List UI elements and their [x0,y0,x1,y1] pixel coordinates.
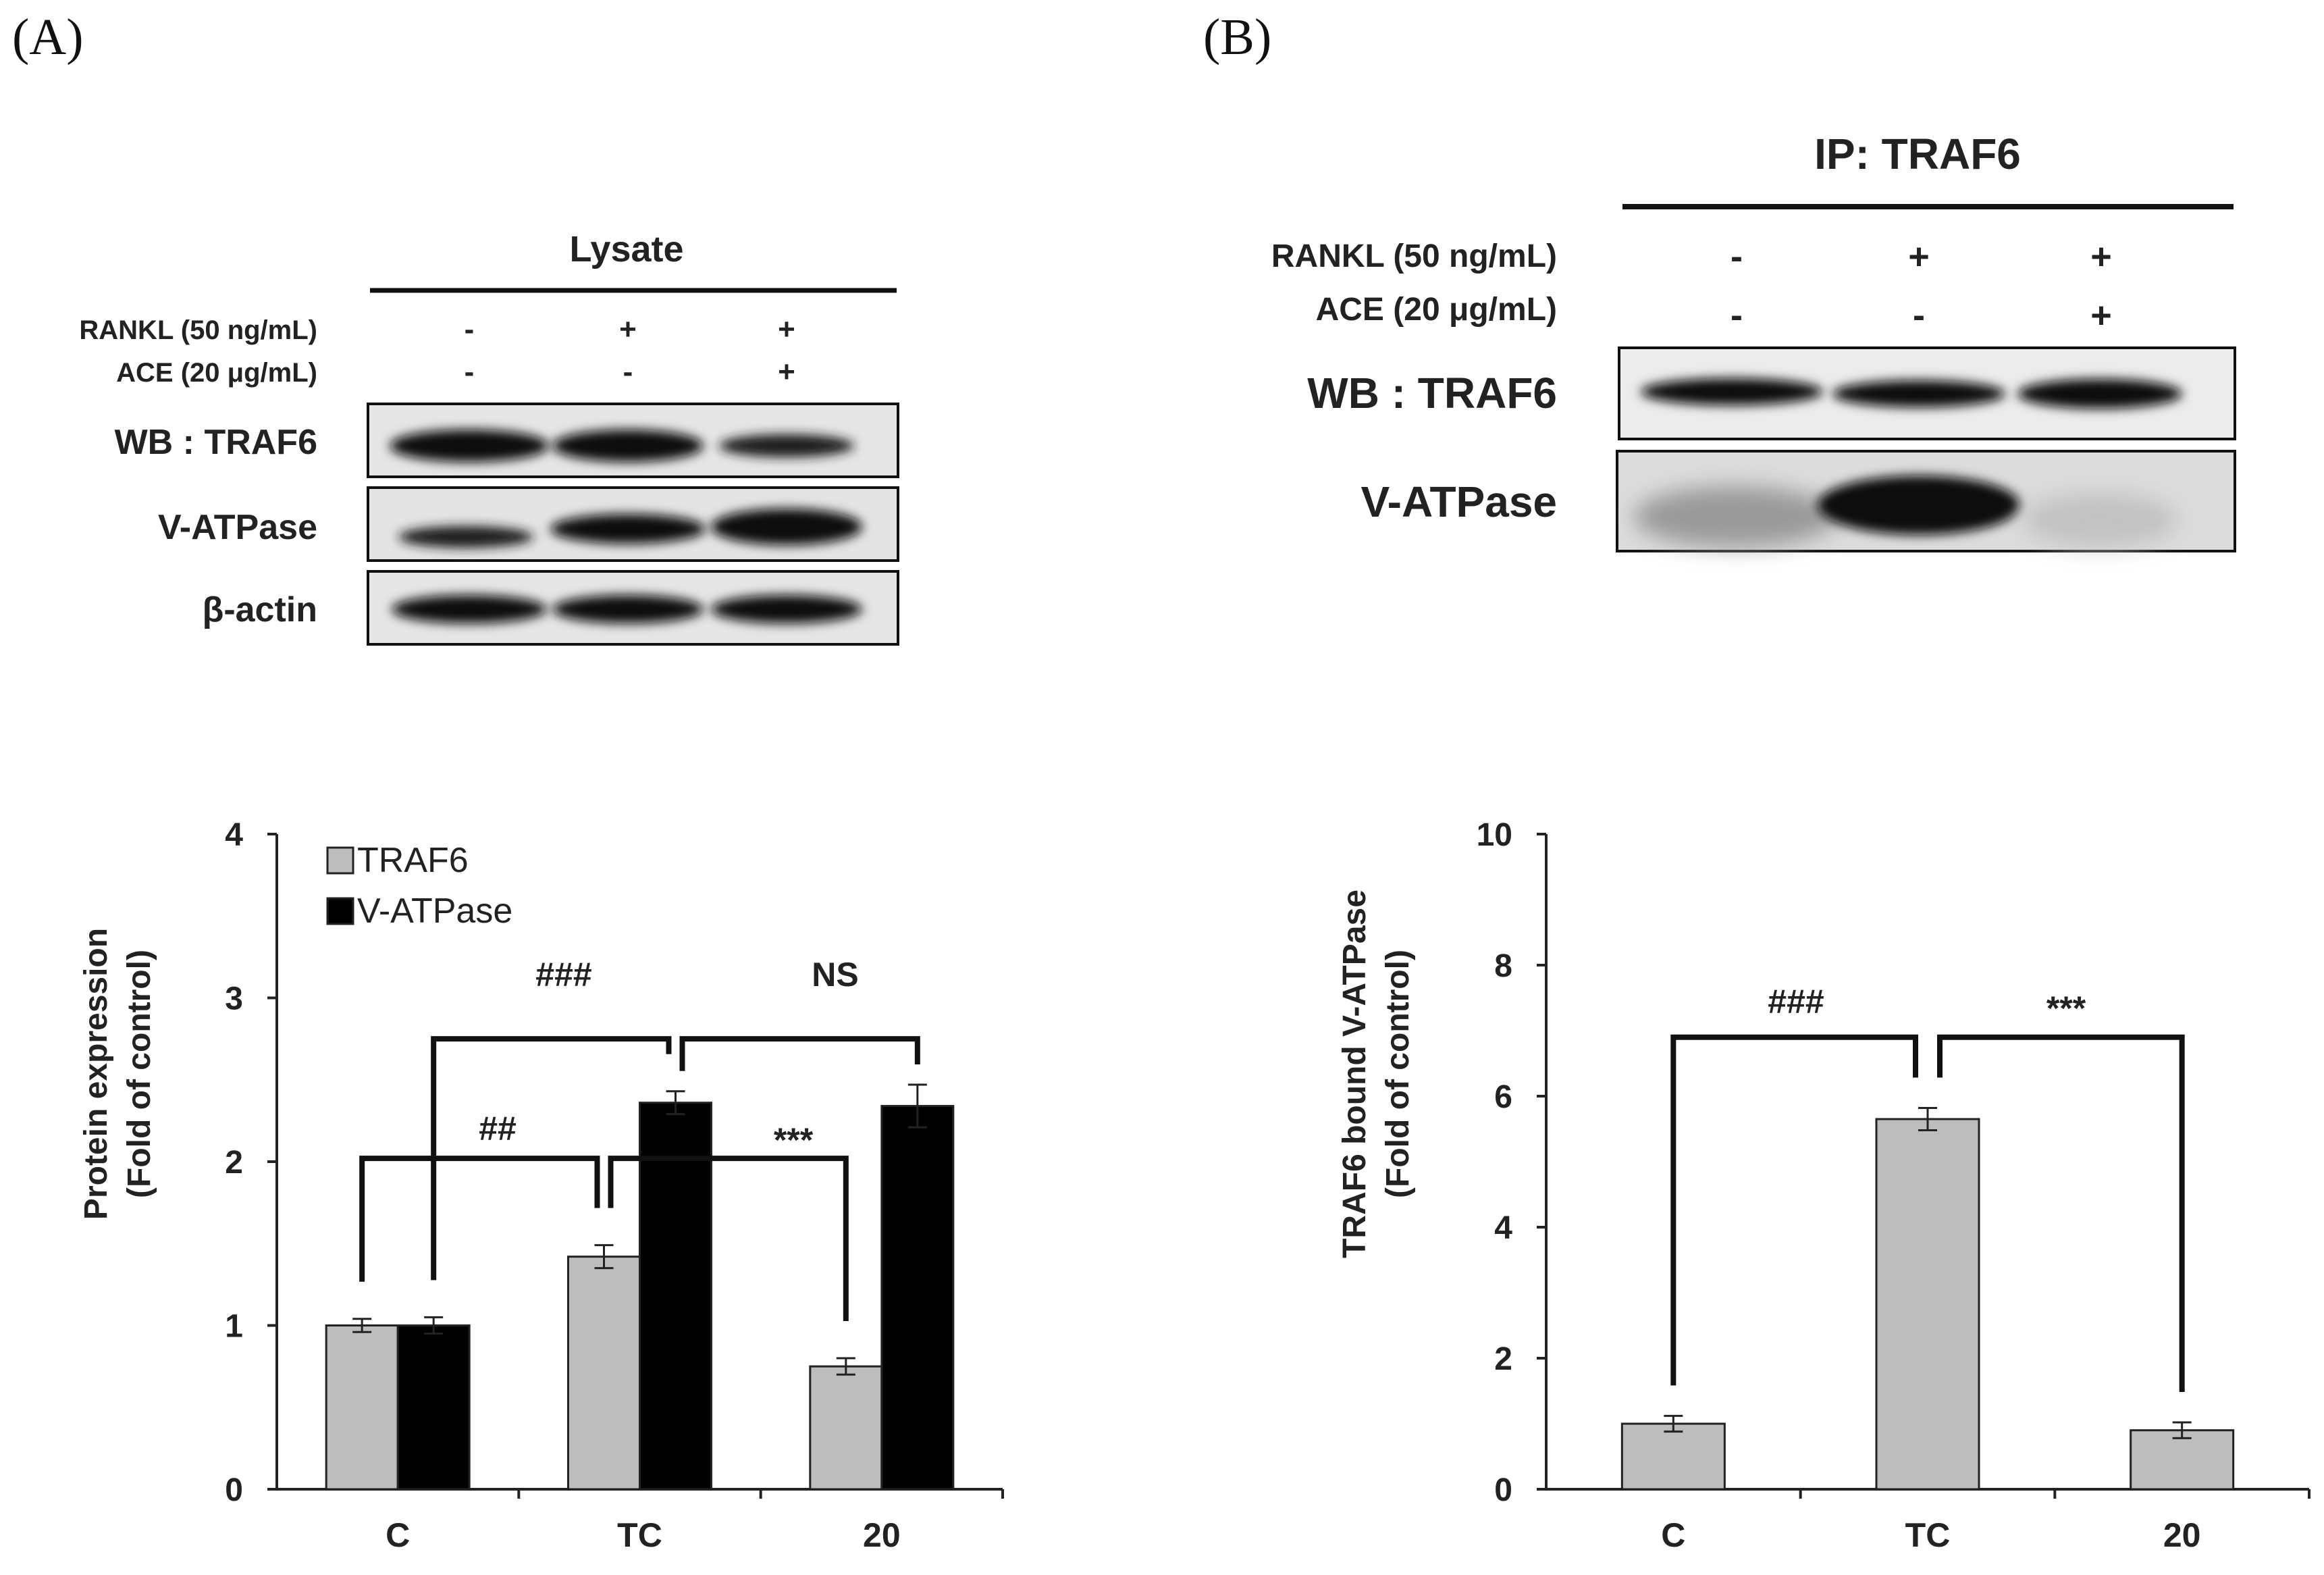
chart-a-ylabel-line2: (Fold of control) [122,950,157,1198]
blot-b-row-label: WB : TRAF6 [1307,369,1557,417]
bar [396,1324,471,1491]
chart-b: TRAF6 bound V-ATPase (Fold of control) 0… [1337,817,2310,1554]
significance-bracket [1670,1034,1918,1386]
y-tick-label: 2 [1494,1341,1512,1377]
blot-b-ace-sign: - [1731,295,1743,336]
bar [567,1256,641,1491]
significance-label: *** [774,1121,814,1159]
significance-label: NS [812,956,858,993]
y-tick-label: 4 [1494,1210,1512,1246]
y-tick-label: 10 [1477,817,1512,853]
blot-a-strip-actin [367,570,899,646]
blot-b-rankl-sign: + [2090,236,2112,277]
band [1832,380,2005,407]
y-tick-label: 4 [225,817,243,853]
y-tick-label: 1 [225,1309,243,1345]
band [550,514,706,544]
blot-b-strip-vatpase [1616,450,2236,552]
x-tick-label: C [1661,1516,1685,1554]
blot-a-row-label: V-ATPase [158,508,317,547]
bar [2130,1429,2235,1491]
band [1818,475,2020,535]
blot-b-rankl-label: RANKL (50 ng/mL) [1271,238,1557,274]
significance-bracket [679,1036,920,1071]
blot-a-row-label: WB : TRAF6 [115,423,317,462]
significance-label: ### [1768,983,1824,1021]
x-tick-label: 20 [863,1516,901,1554]
band [552,595,704,623]
blot-b-strip-traf6 [1618,346,2236,440]
significance-label: ### [535,956,591,993]
y-tick-label: 6 [1494,1079,1512,1115]
panel-a-label: (A) [12,9,84,66]
blot-b-ace-sign: - [1913,295,1925,336]
y-tick-label: 0 [225,1472,243,1508]
band [2022,493,2177,547]
significance-bracket [1937,1034,2185,1393]
blot-a-rankl-sign: + [619,313,637,346]
significance-label: *** [2046,989,2086,1027]
bar [1875,1118,1980,1491]
significance-bracket [359,1156,600,1282]
band [390,430,549,462]
blot-b-rankl-sign: - [1731,236,1743,277]
band [1634,486,1837,547]
panel-b-label: (B) [1203,9,1271,66]
band [711,509,862,545]
legend-swatch [326,897,354,925]
legend-label: TRAF6 [357,841,469,880]
western-blot-b: IP: TRAF6 RANKL (50 ng/mL) ACE (20 μg/mL… [1271,130,2236,552]
blot-a-ace-sign: + [778,355,795,388]
band [2017,379,2182,409]
y-tick-label: 3 [225,981,243,1017]
band [552,430,704,462]
blot-b-header: IP: TRAF6 [1814,130,2021,178]
western-blot-a: Lysate RANKL (50 ng/mL) ACE (20 μg/mL) -… [79,229,899,646]
blot-a-rankl-label: RANKL (50 ng/mL) [79,315,317,345]
blot-a-ace-sign: - [465,355,475,388]
chart-b-ylabel-line2: (Fold of control) [1380,950,1416,1198]
blot-a-rankl-sign: - [465,313,475,346]
blot-a-ace-sign: - [623,355,633,388]
legend-swatch [326,846,354,875]
significance-label: ## [479,1110,517,1147]
band [398,526,533,548]
bar [880,1105,955,1491]
y-tick-label: 2 [225,1145,243,1181]
y-tick-label: 0 [1494,1472,1512,1508]
blot-a-strip-vatpase [367,486,899,562]
chart-a-ylabel-line1: Protein expression [78,928,114,1220]
x-tick-label: TC [617,1516,662,1554]
y-tick-label: 8 [1494,948,1512,984]
blot-b-row-label: V-ATPase [1361,477,1558,526]
band [392,595,547,623]
blot-b-rankl-sign: + [1908,236,1930,277]
bar [639,1102,712,1491]
band [711,595,862,623]
blot-a-rankl-sign: + [778,313,795,346]
blot-a-row-label: β-actin [203,590,317,629]
blot-a-strip-traf6 [367,403,899,478]
significance-bracket [608,1156,849,1321]
x-tick-label: C [386,1516,410,1554]
band [719,434,854,457]
band [1641,378,1823,405]
blot-b-ace-sign: + [2090,295,2112,336]
significance-bracket [431,1036,672,1281]
bar [809,1365,883,1491]
bar [1620,1422,1726,1491]
x-tick-label: TC [1905,1516,1951,1554]
bar [325,1324,399,1491]
legend-label: V-ATPase [357,892,512,931]
blot-b-ace-label: ACE (20 μg/mL) [1316,292,1557,328]
x-tick-label: 20 [2163,1516,2201,1554]
blot-a-header: Lysate [569,229,683,269]
chart-a: Protein expression (Fold of control) 0 1 2… [78,817,1004,1554]
blot-a-ace-label: ACE (20 μg/mL) [116,358,317,388]
chart-b-ylabel-line1: TRAF6 bound V-ATPase [1337,889,1373,1258]
